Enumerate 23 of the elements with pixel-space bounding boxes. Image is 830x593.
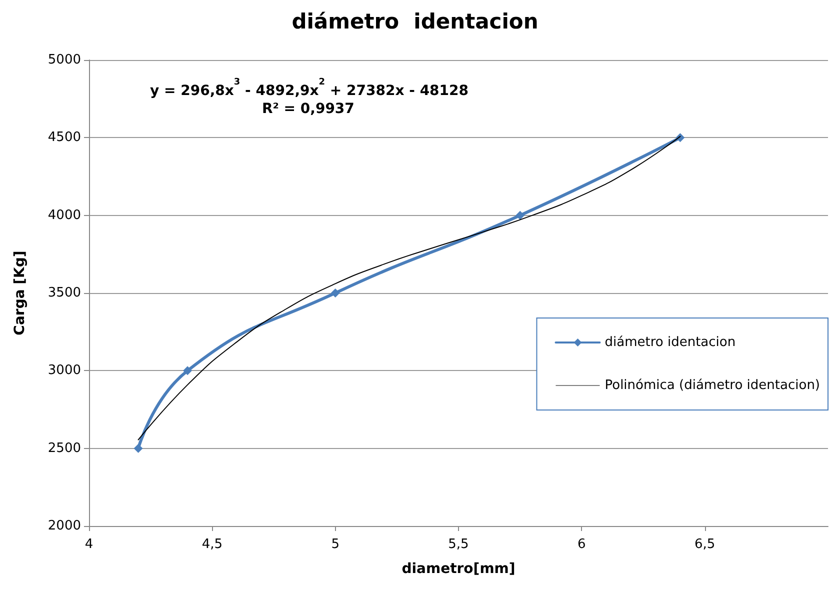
x-tick-label: 4	[84, 537, 94, 552]
x-tick-label: 6,5	[694, 537, 716, 552]
y-tick-label: 2500	[48, 440, 81, 456]
x-axis-title: diametro[mm]	[402, 561, 516, 577]
y-tick-label: 3000	[48, 363, 81, 378]
y-tick-label: 4000	[48, 208, 81, 223]
x-tick-label: 6	[578, 537, 586, 552]
y-axis-title: Carga [Kg]	[12, 250, 28, 336]
y-tick-label: 5000	[48, 52, 81, 68]
point	[516, 210, 525, 220]
x-tick-label: 4,5	[202, 537, 223, 552]
chart-title: diámetro identacion	[292, 10, 538, 34]
legend-label: diámetro identacion	[604, 335, 736, 350]
point	[134, 444, 143, 453]
y-tick-label: 4500	[48, 130, 81, 146]
legend-label: Polinómica (diámetro identacion)	[604, 378, 820, 393]
x-tick-label: 5	[331, 537, 340, 552]
annotation: R² = 0,9937	[262, 101, 354, 117]
point	[183, 366, 192, 376]
y-tick-label: 2000	[48, 518, 81, 534]
x-tick-label: 5,5	[448, 537, 469, 552]
y-tick-label: 3500	[48, 286, 81, 300]
point	[330, 288, 340, 298]
